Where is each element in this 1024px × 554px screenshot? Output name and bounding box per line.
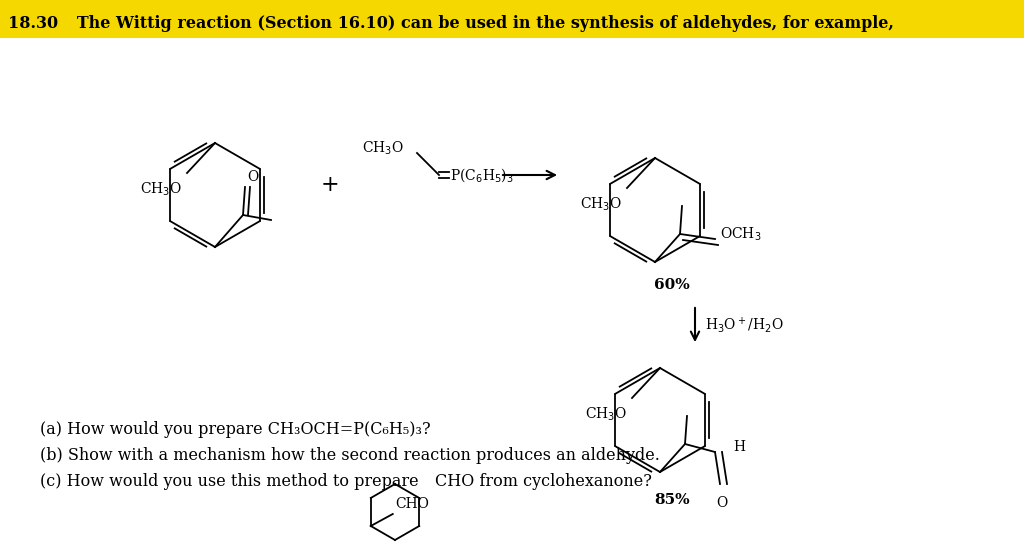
Text: 18.30: 18.30 xyxy=(8,16,58,33)
Text: H$_3$O$^+$/H$_2$O: H$_3$O$^+$/H$_2$O xyxy=(705,315,783,335)
Text: The Wittig reaction (Section 16.10) can be used in the synthesis of aldehydes, f: The Wittig reaction (Section 16.10) can … xyxy=(60,16,894,33)
Text: 60%: 60% xyxy=(654,278,690,292)
Text: +: + xyxy=(321,174,339,196)
Text: CHO: CHO xyxy=(394,497,429,511)
Text: CHO from cyclohexanone?: CHO from cyclohexanone? xyxy=(435,474,652,490)
Text: CH$_3$O: CH$_3$O xyxy=(362,139,403,157)
Text: CH$_3$O: CH$_3$O xyxy=(140,181,182,198)
Text: 85%: 85% xyxy=(654,493,690,507)
Text: (a) How would you prepare CH₃OCH=P(C₆H₅)₃?: (a) How would you prepare CH₃OCH=P(C₆H₅)… xyxy=(40,422,431,439)
Text: P(C$_6$H$_5$)$_3$: P(C$_6$H$_5$)$_3$ xyxy=(450,166,514,184)
Text: CH$_3$O: CH$_3$O xyxy=(585,406,627,423)
Text: O: O xyxy=(247,170,258,184)
Text: O: O xyxy=(717,496,728,510)
Text: H: H xyxy=(733,440,745,454)
Text: (b) Show with a mechanism how the second reaction produces an aldehyde.: (b) Show with a mechanism how the second… xyxy=(40,448,659,464)
Text: (c) How would you use this method to prepare: (c) How would you use this method to pre… xyxy=(40,474,419,490)
Text: CH$_3$O: CH$_3$O xyxy=(580,196,622,213)
Text: OCH$_3$: OCH$_3$ xyxy=(720,225,762,243)
FancyBboxPatch shape xyxy=(0,0,1024,38)
